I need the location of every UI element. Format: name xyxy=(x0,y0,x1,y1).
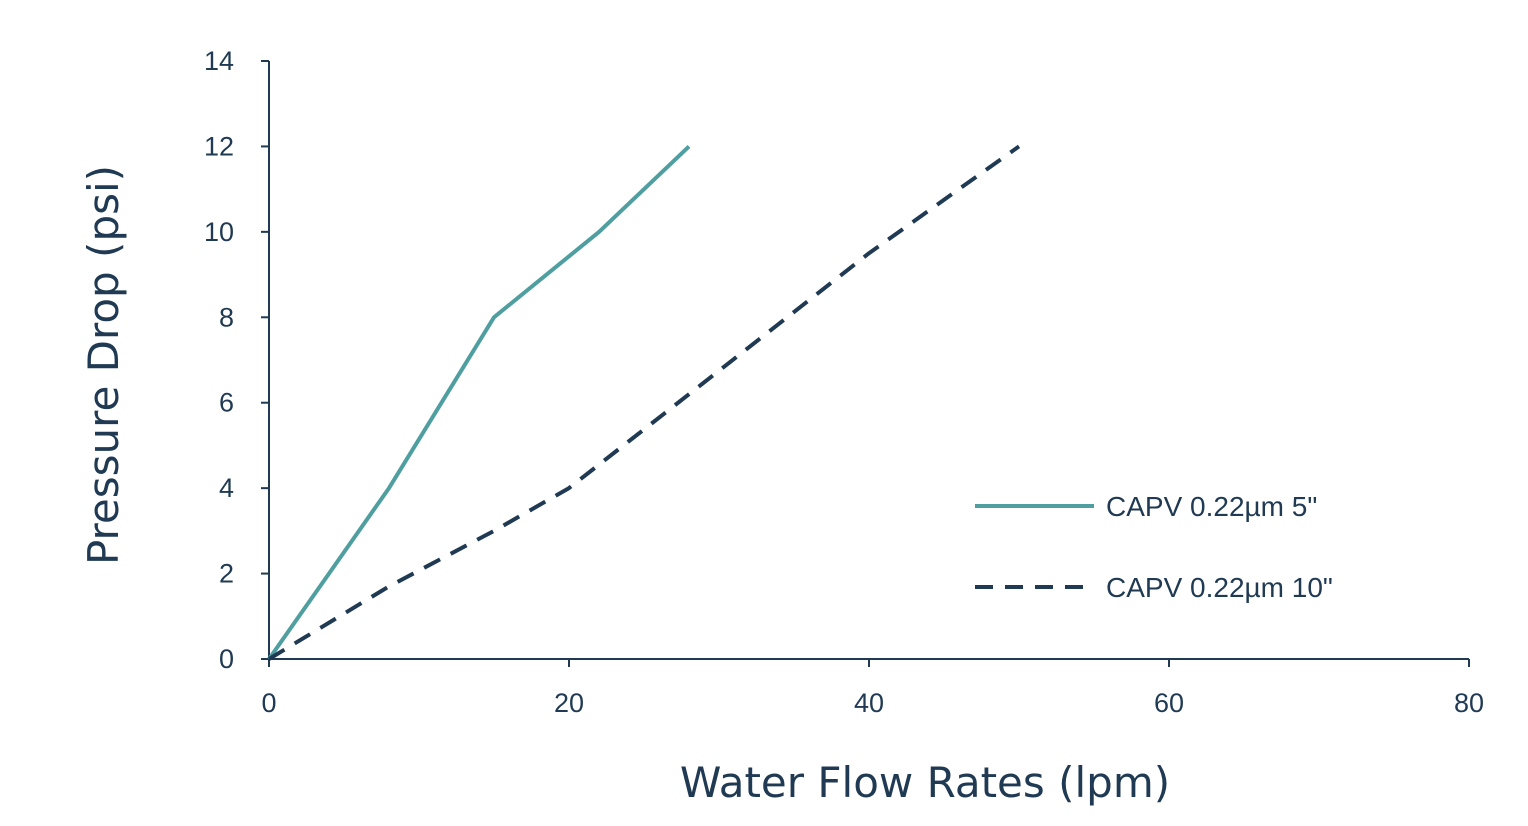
y-tick-label: 0 xyxy=(219,644,234,674)
y-axis-title: Pressure Drop (psi) xyxy=(79,165,128,565)
y-tick-label: 8 xyxy=(219,302,234,332)
y-tick-label: 4 xyxy=(219,473,234,503)
y-tick-label: 10 xyxy=(204,217,234,247)
series-line-2 xyxy=(267,144,1021,661)
axes xyxy=(268,61,1469,660)
y-tick-label: 14 xyxy=(204,46,234,76)
series-line-1 xyxy=(267,144,691,661)
y-tick-label: 12 xyxy=(204,131,234,161)
legend-label-1: CAPV 0.22µm 5" xyxy=(1106,491,1317,522)
x-tick-label: 20 xyxy=(554,688,584,718)
x-axis-title: Water Flow Rates (lpm) xyxy=(680,758,1170,807)
x-tick-label: 0 xyxy=(261,688,276,718)
x-tick-label: 80 xyxy=(1454,688,1484,718)
legend-label-2: CAPV 0.22µm 10" xyxy=(1106,572,1333,603)
y-axis-ticks: 0 2 4 6 8 10 12 14 xyxy=(204,46,269,674)
x-tick-label: 60 xyxy=(1154,688,1184,718)
y-tick-label: 2 xyxy=(219,559,234,589)
y-tick-label: 6 xyxy=(219,388,234,418)
x-axis-ticks: 0 20 40 60 80 xyxy=(261,659,1484,718)
x-tick-label: 40 xyxy=(854,688,884,718)
legend: CAPV 0.22µm 5" CAPV 0.22µm 10" xyxy=(975,491,1333,603)
series-layer xyxy=(267,144,1021,661)
